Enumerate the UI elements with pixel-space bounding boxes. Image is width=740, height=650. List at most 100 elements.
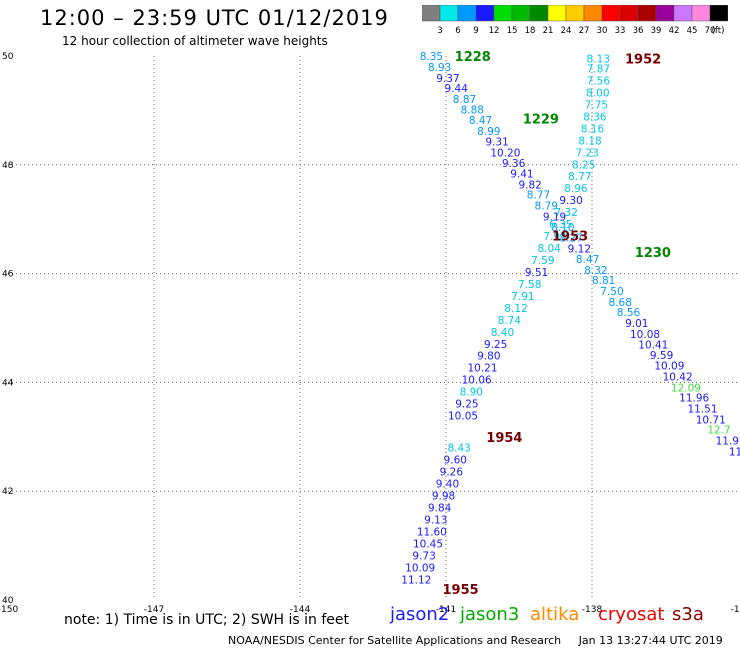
wave-height-value: 11.60 — [417, 526, 447, 538]
wave-height-value: 9.41 — [510, 169, 533, 181]
wave-height-value: 8.35 — [420, 51, 443, 63]
wave-height-value: 9.01 — [625, 318, 648, 330]
wave-height-value: 7.23 — [575, 147, 598, 159]
wave-height-value: 10.41 — [638, 339, 668, 351]
wave-height-value: 9.84 — [428, 503, 452, 515]
credit-line: NOAA/NESDIS Center for Satellite Applica… — [228, 634, 723, 647]
wave-height-value: 10.42 — [663, 371, 693, 383]
wave-height-value: 8.88 — [461, 104, 484, 116]
wave-height-value: 8.00 — [586, 87, 609, 99]
wave-height-value: 9.25 — [484, 339, 507, 351]
wave-height-value: 9.25 — [455, 399, 478, 411]
wave-height-value: 8.12 — [504, 303, 527, 315]
x-tick-label: -138 — [582, 605, 603, 615]
color-scale-legend: 3 6 9 12 15 18 21 24 27 30 33 36 39 42 45 70(ft) — [422, 5, 728, 35]
legend-tick-label: 42 — [669, 26, 680, 35]
wave-height-value: 9.44 — [445, 83, 469, 95]
wave-height-value: 9.59 — [650, 350, 673, 362]
wave-height-value: 9.30 — [559, 195, 582, 207]
track-time-label: 1229 — [523, 113, 559, 128]
wave-height-value: 8.27 — [559, 233, 582, 245]
wave-height-value: 10.20 — [490, 147, 520, 159]
wave-height-value: 9.12 — [568, 244, 591, 256]
wave-height-value: 7.50 — [600, 286, 623, 298]
footer-note: note: 1) Time is in UTC; 2) SWH is in fe… — [64, 612, 350, 628]
mission-jason2: jason2 — [390, 604, 450, 625]
legend-tick-label: 12 — [489, 26, 500, 35]
legend-unit: (ft) — [712, 26, 725, 35]
wave-height-value: 11.51 — [687, 404, 717, 416]
y-tick-label: 50 — [2, 52, 14, 62]
wave-height-value: 8.36 — [583, 111, 607, 123]
wave-height-value: 8.81 — [592, 275, 615, 287]
x-tick-label: -150 — [0, 605, 18, 615]
wave-height-value: 8.74 — [498, 315, 522, 327]
wave-height-value: 7.93 — [543, 231, 566, 243]
track-time-label: 1954 — [486, 431, 522, 446]
wave-height-value: 8.93 — [428, 62, 451, 74]
legend-tick-label: 39 — [651, 26, 662, 35]
legend-tick-label: 3 — [437, 26, 442, 35]
wave-height-value: 10.21 — [467, 363, 497, 375]
wave-height-value: 8.99 — [477, 126, 500, 138]
wave-height-value: 11.9 — [716, 436, 739, 448]
wave-height-value: 8.43 — [447, 443, 470, 455]
wave-height-value: 12.7 — [707, 425, 730, 437]
wave-height-value: 7.91 — [511, 291, 534, 303]
legend-tick-label: 45 — [687, 26, 698, 35]
x-tick-label: -13 — [731, 605, 740, 615]
wave-height-value: 7.32 — [555, 207, 578, 219]
wave-height-value: 7.87 — [587, 64, 610, 76]
wave-height-value: 10.05 — [448, 411, 478, 423]
legend-tick-label: 30 — [597, 26, 608, 35]
legend-tick-label: 70 — [705, 26, 716, 35]
y-tick-label: 40 — [2, 596, 14, 606]
wave-height-value: 7.59 — [531, 255, 554, 267]
wave-height-value: 8.87 — [453, 94, 476, 106]
wave-height-value: 9.36 — [502, 158, 526, 170]
legend-tick-label: 9 — [473, 26, 478, 35]
wave-height-value: 8.68 — [609, 297, 632, 309]
x-tick-label: -141 — [436, 605, 456, 615]
legend-tick-label: 24 — [561, 26, 572, 35]
legend-tick-label: 21 — [543, 26, 554, 35]
track-time-label: 1230 — [635, 246, 671, 261]
wave-height-value: 11.12 — [401, 574, 431, 586]
y-tick-label: 48 — [2, 161, 14, 171]
wave-height-value: 9.73 — [412, 550, 435, 562]
wave-height-value: 8.79 — [535, 201, 558, 213]
wave-height-value: 7.58 — [518, 279, 541, 291]
wave-height-value: 9.60 — [444, 455, 467, 467]
wave-height-value: 8.47 — [469, 115, 492, 127]
wave-height-value: 8.18 — [578, 135, 601, 147]
wave-height-value: 8.04 — [537, 243, 561, 255]
wave-height-value: 10.71 — [696, 414, 726, 426]
legend-tick-label: 18 — [525, 26, 536, 35]
wave-height-value: 6.35 — [549, 219, 572, 231]
wave-height-value: 7.56 — [587, 75, 611, 87]
wave-height-value: 10.09 — [654, 361, 684, 373]
wave-height-value: 10.06 — [462, 375, 492, 387]
wave-height-value: 8.77 — [527, 190, 550, 202]
legend-swatch — [709, 5, 728, 22]
wave-height-value: 11.96 — [679, 393, 709, 405]
map-title: 12:00 – 23:59 UTC 01/12/2019 — [40, 6, 389, 30]
legend-tick-label: 36 — [633, 26, 644, 35]
wave-height-value: 9.26 — [440, 467, 464, 479]
wave-height-value: 9.51 — [525, 267, 548, 279]
wave-height-value: 8.32 — [584, 265, 607, 277]
mission-cryosat: cryosat — [598, 604, 665, 625]
x-tick-label: -144 — [290, 605, 311, 615]
wave-height-value: 9.37 — [436, 73, 459, 85]
wave-height-value: 10.08 — [630, 329, 660, 341]
legend-tick-label: 6 — [455, 26, 460, 35]
wave-height-value: 8.77 — [568, 171, 591, 183]
wave-height-value: 7.75 — [585, 99, 608, 111]
wave-height-value: 9.82 — [518, 179, 541, 191]
track-time-label: 1952 — [625, 53, 661, 68]
wave-height-value: 8.16 — [581, 123, 605, 135]
mission-altika: altika — [530, 604, 580, 625]
track-time-label: 1955 — [443, 583, 479, 598]
wave-height-value: 8.10 — [551, 222, 574, 234]
